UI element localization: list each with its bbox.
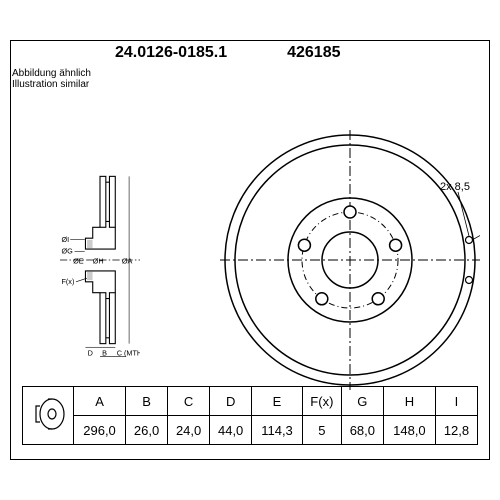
- col-i: I: [435, 387, 477, 416]
- val-b: 26,0: [126, 416, 168, 445]
- brake-disc-icon: [28, 394, 68, 434]
- notch-label: 2x 8,5: [440, 181, 470, 193]
- page-container: 24.0126-0185.1 426185 Abbildung ähnlich …: [0, 0, 500, 500]
- col-d: D: [210, 387, 252, 416]
- table-value-row: 296,0 26,0 24,0 44,0 114,3 5 68,0 148,0 …: [23, 416, 478, 445]
- col-g: G: [341, 387, 383, 416]
- svg-text:B: B: [102, 348, 107, 357]
- val-d: 44,0: [210, 416, 252, 445]
- col-b: B: [126, 387, 168, 416]
- val-g: 68,0: [341, 416, 383, 445]
- col-a: A: [74, 387, 126, 416]
- svg-text:D: D: [88, 348, 93, 357]
- label-fx: F(x): [61, 277, 74, 286]
- side-view-drawing: ØI ØG ØE ØH ØA F(x) B C (MTH) D: [60, 155, 140, 365]
- dimension-table: A B C D E F(x) G H I 296,0 26,0 24,0 44,…: [22, 386, 478, 445]
- label-oi: ØI: [61, 235, 69, 244]
- val-f: 5: [302, 416, 341, 445]
- table-header-row: A B C D E F(x) G H I: [23, 387, 478, 416]
- label-oe: ØE: [73, 257, 84, 266]
- val-h: 148,0: [383, 416, 435, 445]
- col-e: E: [252, 387, 303, 416]
- drawing-area: ØI ØG ØE ØH ØA F(x) B C (MTH) D: [0, 60, 500, 400]
- label-oa: ØA: [122, 257, 133, 266]
- col-c: C: [168, 387, 210, 416]
- label-oh: ØH: [93, 257, 104, 266]
- label-og: ØG: [61, 246, 73, 255]
- val-i: 12,8: [435, 416, 477, 445]
- val-a: 296,0: [74, 416, 126, 445]
- disc-icon-cell: [23, 387, 74, 445]
- val-e: 114,3: [252, 416, 303, 445]
- svg-text:C (MTH): C (MTH): [117, 348, 140, 357]
- front-view-drawing: 2x 8,5: [220, 130, 480, 390]
- val-c: 24,0: [168, 416, 210, 445]
- col-f: F(x): [302, 387, 341, 416]
- col-h: H: [383, 387, 435, 416]
